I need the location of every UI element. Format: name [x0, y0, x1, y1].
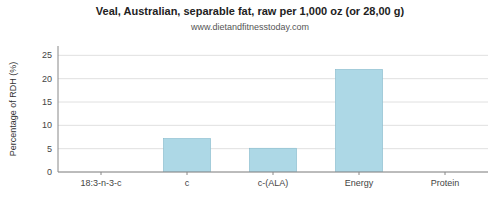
bar: [335, 69, 382, 172]
chart: Veal, Australian, separable fat, raw per…: [0, 0, 500, 200]
title: Veal, Australian, separable fat, raw per…: [96, 5, 405, 17]
x-tick: [101, 172, 102, 175]
y-tick-label: 5: [47, 144, 52, 154]
x-tick-label: 18:3-n-3-c: [80, 178, 122, 188]
bar: [249, 148, 296, 172]
y-axis-line: [58, 46, 59, 172]
subtitle: www.dietandfitnesstoday.com: [190, 22, 309, 32]
grid-line: [58, 125, 488, 126]
y-tick-label: 15: [42, 97, 52, 107]
x-tick-label: Protein: [431, 178, 460, 188]
y-tick-label: 25: [42, 50, 52, 60]
bar: [163, 138, 210, 172]
bars: [163, 69, 382, 172]
chart-container: Veal, Australian, separable fat, raw per…: [0, 0, 500, 200]
x-tick-label: c-(ALA): [258, 178, 289, 188]
grid-line: [58, 102, 488, 103]
x-tick: [359, 172, 360, 175]
y-tick-label: 10: [42, 120, 52, 130]
x-tick-label: Energy: [345, 178, 374, 188]
grid: [58, 55, 488, 172]
x-tick: [187, 172, 188, 175]
x-tick-label: c: [185, 178, 190, 188]
x-tick: [273, 172, 274, 175]
grid-line: [58, 78, 488, 79]
grid-line: [58, 55, 488, 56]
y-axis-label: Percentage of RDH (%): [8, 62, 18, 157]
y-tick-label: 0: [47, 167, 52, 177]
y-tick-label: 20: [42, 74, 52, 84]
x-tick: [445, 172, 446, 175]
